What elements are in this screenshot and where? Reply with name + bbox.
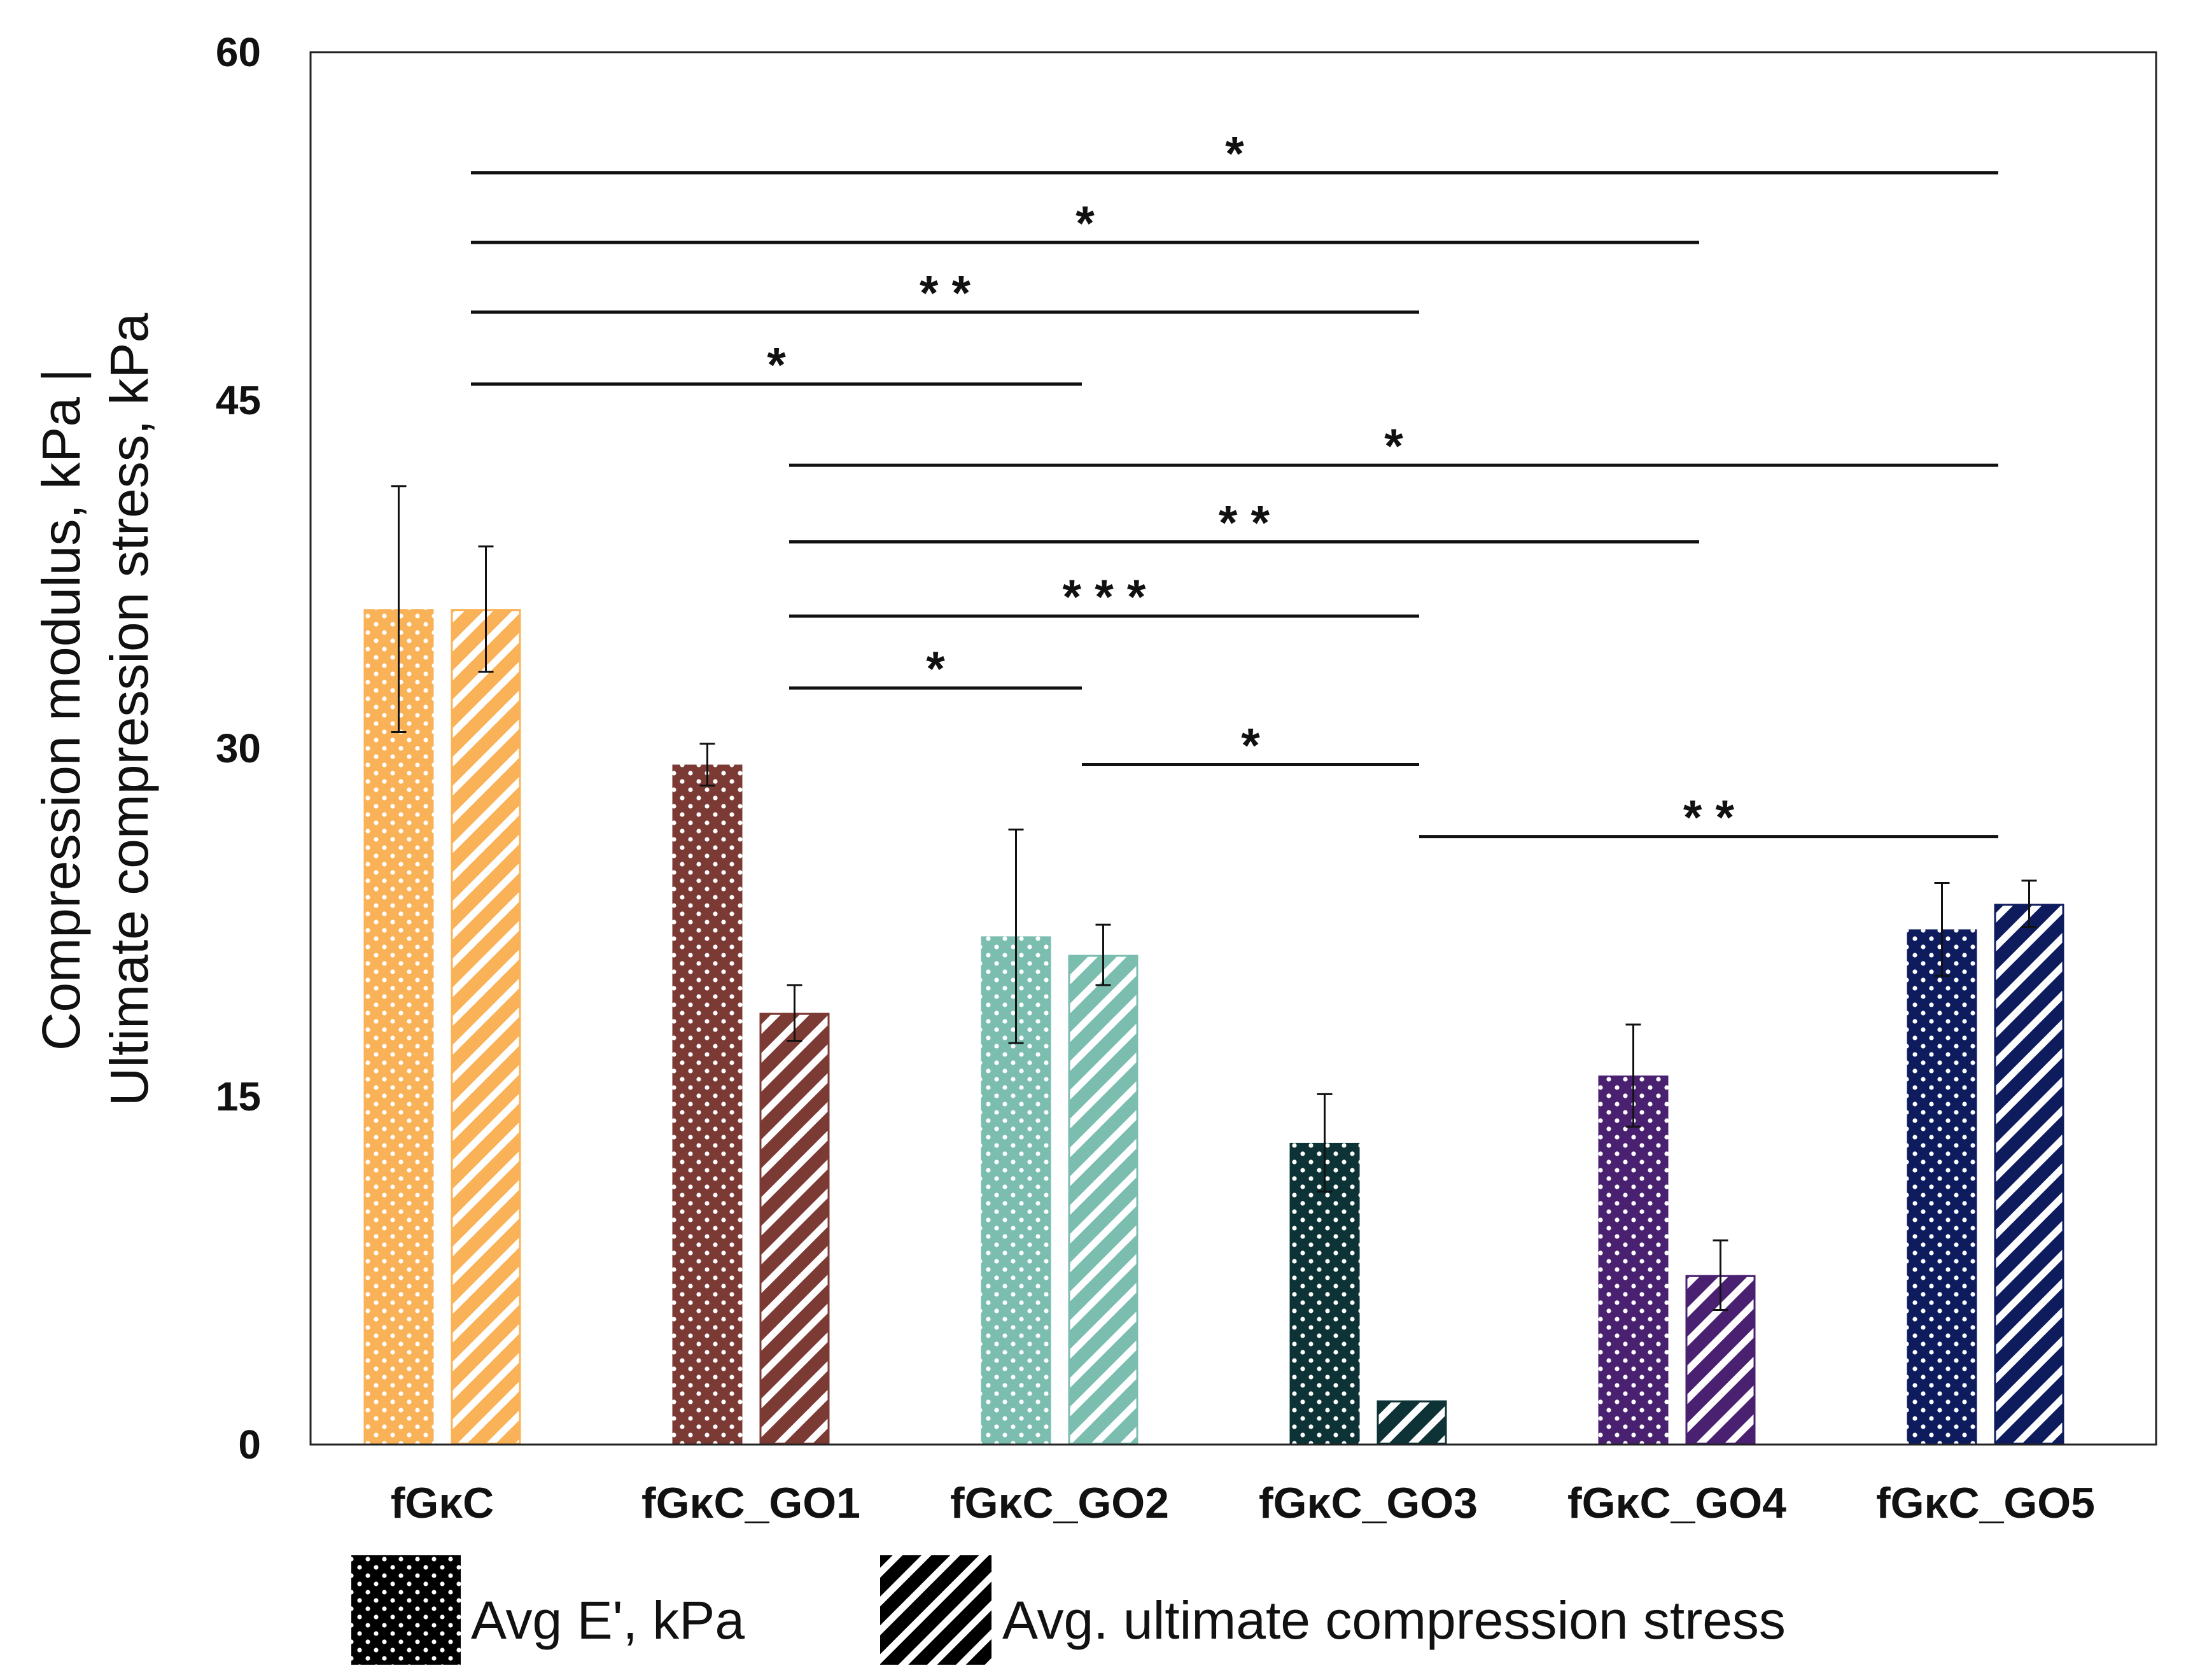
significance-bracket: * * bbox=[1419, 791, 1998, 845]
bar-pattern bbox=[1907, 929, 1977, 1445]
x-category-label: fGκC_GO5 bbox=[1876, 1479, 2095, 1527]
error-bar bbox=[478, 545, 494, 673]
bar-pattern bbox=[759, 1012, 830, 1445]
error-bar bbox=[787, 984, 802, 1042]
y-axis-label-line-1: Compression modulus, kPa | bbox=[31, 368, 91, 1051]
bar-pattern bbox=[672, 764, 743, 1445]
significance-stars: * bbox=[926, 642, 945, 696]
bar bbox=[1377, 1400, 1447, 1445]
bar bbox=[1289, 1142, 1360, 1445]
legend-label-stripes: Avg. ultimate compression stress bbox=[1002, 1590, 1786, 1650]
legend-swatch-stripes-pattern bbox=[880, 1555, 991, 1665]
y-tick-label: 60 bbox=[216, 29, 261, 75]
y-tick-label: 15 bbox=[216, 1074, 261, 1119]
error-bar bbox=[1095, 923, 1111, 986]
x-category-label: fGκC_GO3 bbox=[1259, 1479, 1478, 1527]
bar bbox=[363, 609, 434, 1445]
x-category-label: fGκC_GO1 bbox=[641, 1479, 860, 1527]
bar bbox=[1907, 929, 1977, 1445]
plot-frame bbox=[309, 51, 2157, 1446]
significance-bracket: * bbox=[471, 338, 1082, 392]
significance-stars: * bbox=[767, 338, 786, 392]
bar bbox=[759, 1012, 830, 1445]
y-axis-label-line-2: Ultimate compression stress, kPa bbox=[99, 313, 159, 1107]
error-bar bbox=[1008, 829, 1024, 1044]
bar bbox=[1598, 1075, 1669, 1445]
error-bar bbox=[2021, 879, 2037, 928]
significance-stars: * bbox=[1075, 197, 1095, 251]
significance-stars: * * bbox=[920, 266, 971, 320]
significance-stars: * bbox=[1225, 127, 1244, 181]
x-category-label: fGκC_GO4 bbox=[1567, 1479, 1786, 1527]
significance-bracket: * bbox=[471, 197, 1699, 251]
significance-stars: * bbox=[1241, 719, 1260, 773]
bar-pattern bbox=[451, 609, 521, 1445]
significance-stars: * bbox=[1384, 419, 1403, 473]
bar-pattern bbox=[1598, 1075, 1669, 1445]
bar bbox=[672, 764, 743, 1445]
significance-stars: * * bbox=[1219, 496, 1270, 550]
y-tick-label: 45 bbox=[216, 377, 261, 423]
x-category-label: fGκC bbox=[391, 1479, 494, 1527]
significance-bracket: * * bbox=[789, 496, 1699, 550]
legend-label-dots: Avg E', kPa bbox=[471, 1590, 745, 1650]
error-bar bbox=[1317, 1093, 1333, 1193]
significance-stars: * * bbox=[1683, 791, 1735, 845]
error-bar bbox=[699, 743, 715, 787]
legend-swatch-dots-pattern bbox=[351, 1555, 461, 1665]
legend: Avg E', kPa Avg. ultimate compression st… bbox=[351, 1555, 1786, 1665]
bar bbox=[1994, 904, 2064, 1445]
x-category-label: fGκC_GO2 bbox=[950, 1479, 1169, 1527]
significance-stars: * * * bbox=[1063, 570, 1146, 624]
significance-bracket: * bbox=[1082, 719, 1419, 773]
legend-item-stripes: Avg. ultimate compression stress bbox=[880, 1555, 1786, 1665]
bar-pattern bbox=[1994, 904, 2064, 1445]
bar bbox=[1068, 955, 1139, 1445]
bar-pattern bbox=[1377, 1400, 1447, 1445]
error-bar bbox=[1934, 882, 1950, 977]
significance-bracket: * bbox=[789, 419, 1998, 473]
y-axis-label: Compression modulus, kPa | Ultimate comp… bbox=[31, 313, 159, 1107]
significance-bracket: * * bbox=[471, 266, 1419, 320]
significance-bracket: * * * bbox=[789, 570, 1419, 624]
error-bar bbox=[1713, 1239, 1728, 1311]
y-tick-label: 0 bbox=[238, 1422, 261, 1467]
significance-bracket: * bbox=[789, 642, 1082, 696]
bar-pattern bbox=[1068, 955, 1139, 1445]
bar bbox=[451, 609, 521, 1445]
error-bar bbox=[391, 485, 407, 733]
significance-bracket: * bbox=[471, 127, 1998, 181]
y-tick-label: 30 bbox=[216, 725, 261, 771]
legend-item-dots: Avg E', kPa bbox=[351, 1555, 745, 1665]
bar-pattern bbox=[363, 609, 434, 1445]
error-bar bbox=[1625, 1023, 1641, 1128]
bar-pattern bbox=[1289, 1142, 1360, 1445]
